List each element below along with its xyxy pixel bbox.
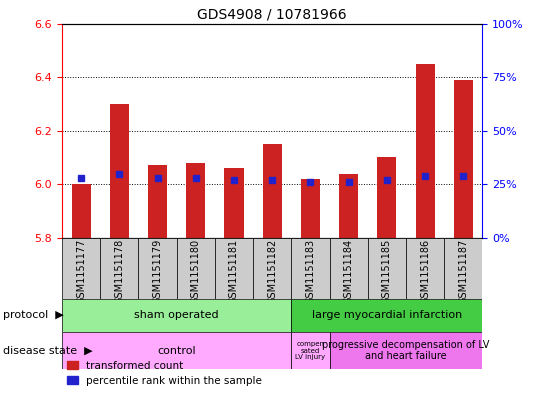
Text: GSM1151186: GSM1151186 xyxy=(420,239,430,304)
Bar xyxy=(454,80,473,238)
Text: GSM1151180: GSM1151180 xyxy=(191,239,201,304)
Text: GSM1151181: GSM1151181 xyxy=(229,239,239,304)
Text: GSM1151184: GSM1151184 xyxy=(344,239,354,304)
Bar xyxy=(62,299,291,332)
Legend: transformed count, percentile rank within the sample: transformed count, percentile rank withi… xyxy=(67,361,262,386)
Text: GSM1151178: GSM1151178 xyxy=(114,239,125,304)
Text: GSM1151182: GSM1151182 xyxy=(267,239,277,304)
Text: sham operated: sham operated xyxy=(134,310,219,320)
Text: progressive decompensation of LV
and heart failure: progressive decompensation of LV and hea… xyxy=(322,340,489,361)
Bar xyxy=(62,332,291,369)
Bar xyxy=(291,299,482,332)
Bar xyxy=(139,238,177,299)
Text: GSM1151179: GSM1151179 xyxy=(153,239,163,304)
Bar xyxy=(291,332,329,369)
Text: compen
sated
LV injury: compen sated LV injury xyxy=(295,341,326,360)
Text: protocol  ▶: protocol ▶ xyxy=(3,310,64,320)
Bar xyxy=(62,238,100,299)
Bar xyxy=(368,238,406,299)
Bar xyxy=(291,238,329,299)
Text: GSM1151185: GSM1151185 xyxy=(382,239,392,304)
Text: GSM1151183: GSM1151183 xyxy=(306,239,315,304)
Bar xyxy=(262,144,282,238)
Bar xyxy=(110,104,129,238)
Bar xyxy=(100,238,139,299)
Text: GSM1151177: GSM1151177 xyxy=(76,239,86,304)
Bar xyxy=(148,165,167,238)
Text: disease state  ▶: disease state ▶ xyxy=(3,346,92,356)
Bar xyxy=(339,173,358,238)
Bar xyxy=(186,163,205,238)
Bar xyxy=(416,64,434,238)
Text: large myocardial infarction: large myocardial infarction xyxy=(312,310,462,320)
Bar xyxy=(224,168,244,238)
Bar xyxy=(329,238,368,299)
Bar xyxy=(406,238,444,299)
Bar xyxy=(377,158,396,238)
Bar xyxy=(177,238,215,299)
Bar xyxy=(444,238,482,299)
Bar xyxy=(301,179,320,238)
Bar xyxy=(215,238,253,299)
Text: control: control xyxy=(157,346,196,356)
Bar xyxy=(253,238,291,299)
Text: GSM1151187: GSM1151187 xyxy=(458,239,468,304)
Bar xyxy=(329,332,482,369)
Title: GDS4908 / 10781966: GDS4908 / 10781966 xyxy=(197,7,347,21)
Bar xyxy=(72,184,91,238)
